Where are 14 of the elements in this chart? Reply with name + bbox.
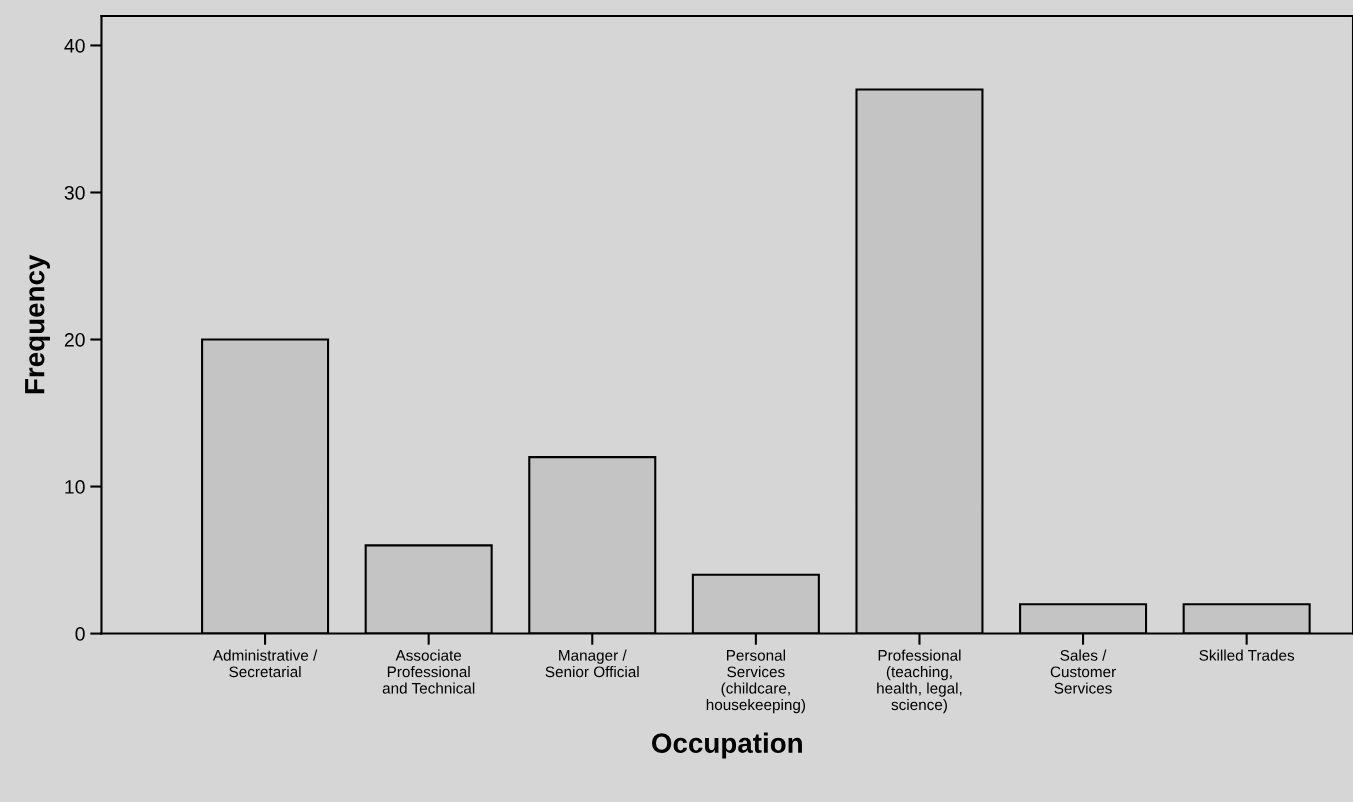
y-axis-title: Frequency — [25, 254, 50, 394]
x-tick-label: Skilled Trades — [1199, 649, 1295, 661]
x-tick-label: Personal Services (childcare, housekeeping) — [706, 649, 806, 714]
y-tick-label: 40 — [64, 38, 85, 53]
x-tick-label: Sales / Customer Services — [1050, 649, 1116, 694]
y-tick-label: 0 — [75, 627, 85, 641]
y-tick-label: 20 — [64, 332, 85, 347]
x-tick-label: Professional (teaching, health, legal, science) — [877, 649, 962, 714]
x-tick-label: Associate Professional and Technical — [382, 649, 475, 694]
x-tick-label: Manager / Senior Official — [545, 649, 639, 678]
y-tick-label: 30 — [64, 185, 85, 200]
x-axis-title: Occupation — [651, 732, 802, 759]
x-tick-label: Administrative / Secretarial — [212, 649, 318, 678]
y-tick-label: 10 — [65, 480, 85, 494]
